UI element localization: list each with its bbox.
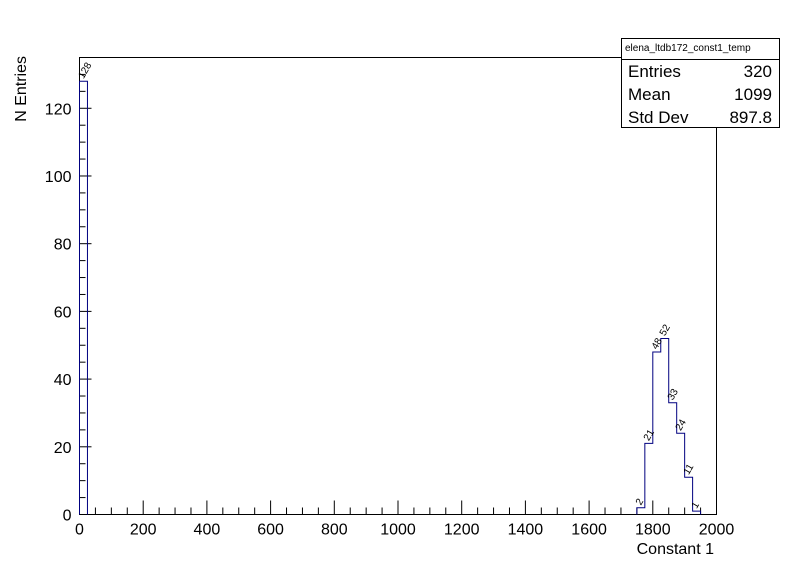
bin-label: 21: [642, 427, 657, 443]
stats-box: elena_ltdb172_const1_temp Entries 320 Me…: [621, 38, 780, 128]
x-tick-label: 0: [75, 522, 84, 539]
x-tick-label: 2000: [699, 522, 735, 539]
y-tick-label: 80: [54, 237, 72, 254]
x-tick-label: 1400: [508, 522, 544, 539]
stats-label: Std Dev: [628, 108, 689, 127]
bin-label: 33: [666, 387, 681, 403]
stats-row-stddev: Std Dev 897.8: [622, 106, 779, 129]
bin-label: 48: [650, 336, 665, 352]
y-axis-title: N Entries: [13, 56, 30, 122]
bin-label: 11: [682, 462, 697, 477]
stats-label: Entries: [628, 62, 681, 81]
y-tick-label: 20: [54, 440, 72, 457]
stats-value: 1099: [734, 85, 772, 104]
x-tick-label: 600: [257, 522, 284, 539]
x-tick-label: 1200: [444, 522, 480, 539]
y-tick-label: 60: [54, 304, 72, 321]
x-axis-title: Constant 1: [637, 541, 714, 558]
y-tick-label: 120: [45, 101, 72, 118]
stats-title: elena_ltdb172_const1_temp: [622, 39, 779, 60]
y-tick-label: 100: [45, 169, 72, 186]
stats-value: 897.8: [729, 108, 772, 127]
x-tick-label: 1800: [635, 522, 671, 539]
x-axis-ticks: 0 200 400 600 800 1000 1200 1400 1600 1800 2000: [75, 500, 735, 539]
stats-row-entries: Entries 320: [622, 60, 779, 83]
stats-row-mean: Mean 1099: [622, 83, 779, 106]
y-axis-ticks: 0 20 40 60 80 100 120: [45, 57, 92, 525]
histogram-line: [79, 80, 702, 515]
x-tick-label: 800: [321, 522, 348, 539]
bin-label: 24: [674, 417, 689, 433]
bin-label: 1: [690, 500, 703, 511]
bin-label: 52: [658, 322, 673, 338]
x-tick-label: 400: [194, 522, 221, 539]
y-tick-label: 40: [54, 372, 72, 389]
x-tick-label: 1600: [571, 522, 607, 539]
stats-value: 320: [743, 62, 772, 81]
stats-label: Mean: [628, 85, 671, 104]
bin-label: 2: [634, 497, 647, 508]
y-tick-label: 0: [63, 508, 72, 525]
x-tick-label: 1000: [380, 522, 416, 539]
x-tick-label: 200: [130, 522, 157, 539]
